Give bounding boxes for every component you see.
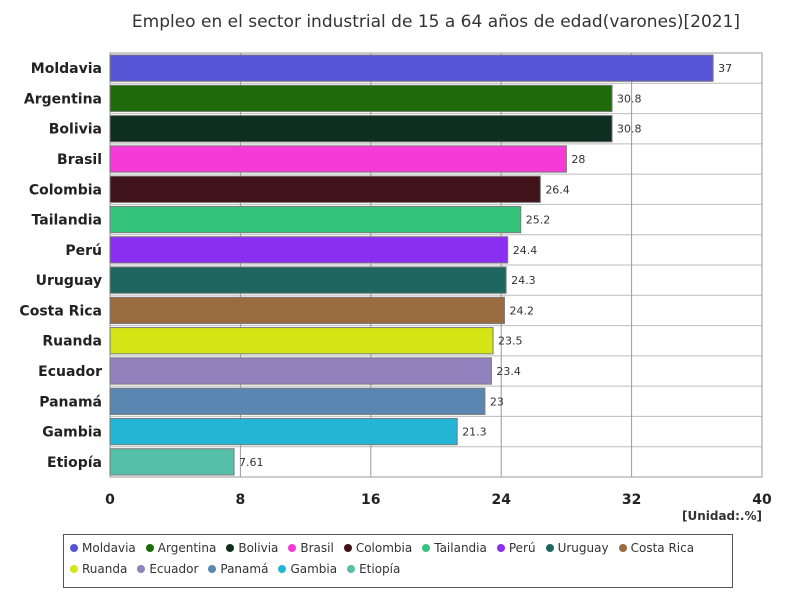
bar (109, 417, 458, 446)
unit-label: [Unidad:.%] (681, 509, 762, 523)
legend-label: Costa Rica (630, 541, 695, 555)
x-tick-label: 40 (752, 492, 772, 508)
bar (109, 357, 492, 385)
value-label: 30.8 (617, 123, 642, 136)
value-label: 21.3 (462, 426, 487, 439)
x-tick-label: 16 (361, 492, 380, 508)
legend-label: Brasil (300, 541, 334, 555)
x-tick-label: 24 (491, 492, 511, 508)
legend-item: Gambia (278, 562, 337, 576)
legend-label: Perú (508, 541, 536, 555)
value-label: 23.4 (496, 365, 521, 378)
legend-swatch (545, 544, 554, 552)
value-label: 24.4 (513, 244, 538, 257)
legend-swatch (347, 565, 356, 573)
legend-label: Uruguay (557, 541, 609, 555)
legend-item: Tailandia (422, 541, 487, 555)
x-tick-label: 8 (236, 492, 246, 508)
legend-item: Costa Rica (618, 541, 695, 555)
category-label: Etiopía (47, 455, 102, 471)
category-label: Uruguay (36, 273, 102, 289)
label-layer: Moldavia 37 Argentina 30.8 Bolivia 30.8 Brasil… (19, 61, 732, 471)
category-label: Ruanda (42, 334, 102, 350)
legend-label: Panamá (220, 562, 269, 576)
legend-item: Brasil (288, 541, 334, 555)
legend-swatch (422, 544, 431, 552)
bar-layer (109, 54, 714, 476)
bar (109, 84, 613, 113)
category-label: Bolivia (49, 122, 102, 138)
category-label: Perú (65, 243, 102, 259)
legend-item: Argentina (145, 541, 217, 555)
bar (109, 205, 522, 234)
legend-swatch (208, 565, 217, 573)
value-label: 24.3 (511, 274, 535, 287)
legend-label: Etiopía (359, 562, 401, 576)
bar (109, 266, 507, 294)
value-label: 23 (490, 395, 504, 408)
legend-label: Colombia (355, 541, 413, 555)
value-label: 7.61 (239, 456, 264, 469)
legend-item: Perú (496, 541, 536, 555)
legend-swatch (618, 544, 627, 552)
legend-item: Etiopía (347, 562, 400, 576)
legend-label: Moldavia (82, 541, 136, 555)
category-label: Colombia (29, 182, 102, 198)
category-label: Brasil (57, 152, 102, 168)
category-label: Moldavia (31, 61, 102, 77)
legend-item: Uruguay (545, 541, 609, 555)
legend-label: Gambia (290, 562, 338, 576)
legend: Moldavia Argentina Bolivia Brasil Colombia Ta… (63, 534, 733, 588)
category-label: Panamá (39, 394, 102, 410)
legend-item: Ecuador (137, 562, 198, 576)
x-tick-label: 0 (105, 492, 115, 508)
legend-label: Tailandia (434, 541, 487, 555)
value-label: 23.5 (498, 335, 523, 348)
legend-label: Ecuador (149, 562, 199, 576)
value-label: 28 (571, 153, 585, 166)
category-label: Costa Rica (19, 303, 102, 319)
x-tick-label: 32 (622, 492, 641, 508)
bar (109, 236, 509, 264)
legend-swatch (70, 565, 78, 573)
value-label: 24.2 (509, 304, 533, 317)
legend-swatch (278, 565, 287, 573)
legend-item: Moldavia (70, 541, 136, 555)
category-label: Ecuador (38, 364, 102, 380)
bar (109, 327, 494, 355)
legend-item: Ruanda (70, 562, 127, 576)
legend-item: Colombia (343, 541, 413, 555)
legend-swatch (226, 544, 235, 552)
legend-item: Panamá (208, 562, 268, 576)
bar (109, 387, 486, 415)
category-label: Gambia (42, 425, 102, 441)
legend-swatch (137, 565, 146, 573)
category-label: Argentina (24, 91, 102, 107)
value-label: 25.2 (526, 214, 551, 227)
bar (109, 145, 567, 173)
chart-title: Empleo en el sector industrial de 15 a 6… (131, 12, 741, 32)
value-label: 37 (718, 62, 732, 75)
legend-swatch (496, 544, 505, 552)
legend-swatch (145, 544, 154, 552)
bar (109, 175, 541, 203)
legend-label: Argentina (157, 541, 217, 555)
value-label: 30.8 (617, 92, 642, 105)
legend-swatch (70, 544, 78, 552)
legend-swatch (288, 544, 297, 552)
category-label: Tailandia (32, 213, 102, 229)
legend-swatch (343, 544, 352, 552)
bar (109, 448, 235, 476)
legend-item: Bolivia (226, 541, 278, 555)
bar (109, 115, 613, 143)
value-label: 26.4 (545, 183, 570, 196)
bar (109, 54, 714, 82)
legend-label: Ruanda (82, 562, 128, 576)
legend-label: Bolivia (238, 541, 279, 555)
bar (109, 296, 505, 325)
axis-layer: 0 8 16 24 32 40 (105, 492, 772, 508)
